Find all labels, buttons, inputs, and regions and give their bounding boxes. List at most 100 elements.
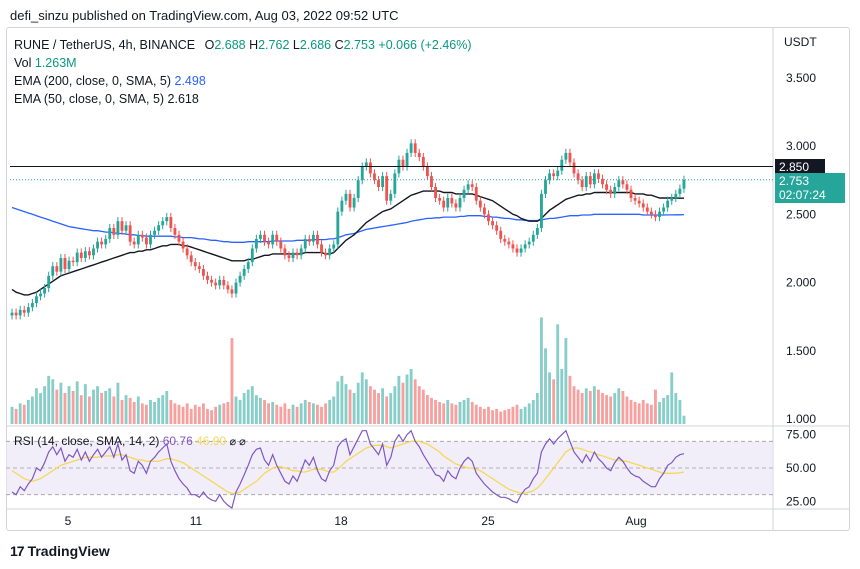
volume-bar <box>18 403 22 424</box>
volume-bar <box>478 406 482 424</box>
volume-bar <box>674 393 678 424</box>
close-label: C <box>334 38 344 52</box>
candle-body <box>291 252 295 259</box>
candle-body <box>26 307 30 313</box>
chart-frame <box>6 27 850 531</box>
volume-bar <box>75 381 79 424</box>
candle-body <box>18 309 22 316</box>
volume-bar <box>259 397 262 424</box>
volume-bar <box>540 317 543 424</box>
volume-bar <box>271 402 275 424</box>
volume-bar <box>356 382 360 424</box>
candle-body <box>442 200 446 208</box>
rsi-settings-icon[interactable]: ⌀ ⌀ <box>229 436 246 448</box>
candle-body <box>96 241 99 249</box>
volume-bar <box>641 399 645 424</box>
top-bar: defi_sinzu published on TradingView.com,… <box>0 0 860 30</box>
candle-body <box>446 197 450 208</box>
volume-bar <box>629 399 633 424</box>
volume-bar <box>430 397 433 424</box>
candle-body <box>625 184 629 190</box>
volume-bar <box>210 410 214 424</box>
candle-body <box>592 173 596 185</box>
volume-bar <box>609 396 613 424</box>
volume-bar <box>39 393 42 424</box>
volume-bar <box>625 396 629 424</box>
volume-bar <box>242 393 246 424</box>
candle-body <box>202 268 205 276</box>
volume-bar <box>295 406 299 424</box>
volume-bar <box>230 338 234 424</box>
volume-bar <box>523 406 527 424</box>
last-price-tag: 2.753 02:07:24 <box>775 172 845 203</box>
volume-bar <box>454 404 458 424</box>
candle-body <box>222 279 226 286</box>
candle-body <box>328 248 332 256</box>
symbol-row: RUNE / TetherUS, 4h, BINANCE O2.688 H2.7… <box>14 36 472 54</box>
candle-body <box>320 244 323 253</box>
candle-body <box>116 221 120 235</box>
candle-body <box>401 159 405 167</box>
volume-bar <box>601 393 604 424</box>
candle-body <box>393 173 397 194</box>
volume-bar <box>136 396 140 424</box>
candle-body <box>153 230 156 235</box>
volume-bar <box>250 386 254 424</box>
candle-body <box>271 234 275 245</box>
ema50-label[interactable]: EMA (50, close, 0, SMA, 5) <box>14 92 165 106</box>
volume-bar <box>291 404 295 424</box>
candle-body <box>654 214 657 218</box>
rsi-ma-value: 46.90 <box>196 434 227 448</box>
candle-body <box>601 178 604 185</box>
candle-body <box>576 173 580 181</box>
symbol-label[interactable]: RUNE / TetherUS, 4h, BINANCE <box>14 38 196 52</box>
candle-body <box>572 162 576 174</box>
rsi-ma-line <box>11 440 685 494</box>
volume-bar <box>100 393 104 424</box>
rsi-label[interactable]: RSI (14, close, SMA, 14, 2) <box>14 434 160 448</box>
candle-body <box>413 143 417 153</box>
candle-body <box>14 312 18 316</box>
volume-bar <box>552 379 556 424</box>
candle-body <box>144 237 148 245</box>
candle-body <box>682 179 686 189</box>
volume-label[interactable]: Vol <box>14 56 32 70</box>
candle-body <box>177 234 181 242</box>
volume-bar <box>434 399 437 424</box>
candle-body <box>287 255 291 259</box>
candle-body <box>434 187 437 198</box>
candle-body <box>519 248 523 253</box>
volume-bar <box>466 397 470 424</box>
rsi-tick-label: 25.00 <box>786 494 816 508</box>
ema200-label[interactable]: EMA (200, close, 0, SMA, 5) <box>14 74 172 88</box>
candle-body <box>197 266 201 269</box>
volume-bar <box>336 381 340 424</box>
volume-bar <box>666 395 670 424</box>
volume-bar <box>92 389 95 424</box>
candle-body <box>670 197 674 201</box>
volume-bar <box>438 402 442 424</box>
volume-bar <box>218 404 222 424</box>
candle-body <box>63 258 67 269</box>
volume-bar <box>548 372 552 424</box>
volume-bar <box>352 393 356 424</box>
volume-bar <box>544 348 547 424</box>
candle-body <box>193 262 197 267</box>
candle-body <box>609 189 613 194</box>
candle-body <box>87 251 91 256</box>
volume-bar <box>633 402 637 424</box>
volume-bar <box>279 406 283 424</box>
tradingview-footer[interactable]: 17 TradingView <box>10 543 110 559</box>
volume-bar <box>202 403 205 424</box>
candle-body <box>140 234 144 238</box>
candle-body <box>377 180 380 188</box>
open-value: 2.688 <box>214 38 246 52</box>
volume-bar <box>401 382 405 424</box>
candle-body <box>666 200 670 208</box>
candle-body <box>128 225 132 242</box>
volume-bar <box>564 338 568 424</box>
volume-bar <box>35 388 38 424</box>
candle-body <box>132 241 136 245</box>
candle-body <box>307 238 311 242</box>
